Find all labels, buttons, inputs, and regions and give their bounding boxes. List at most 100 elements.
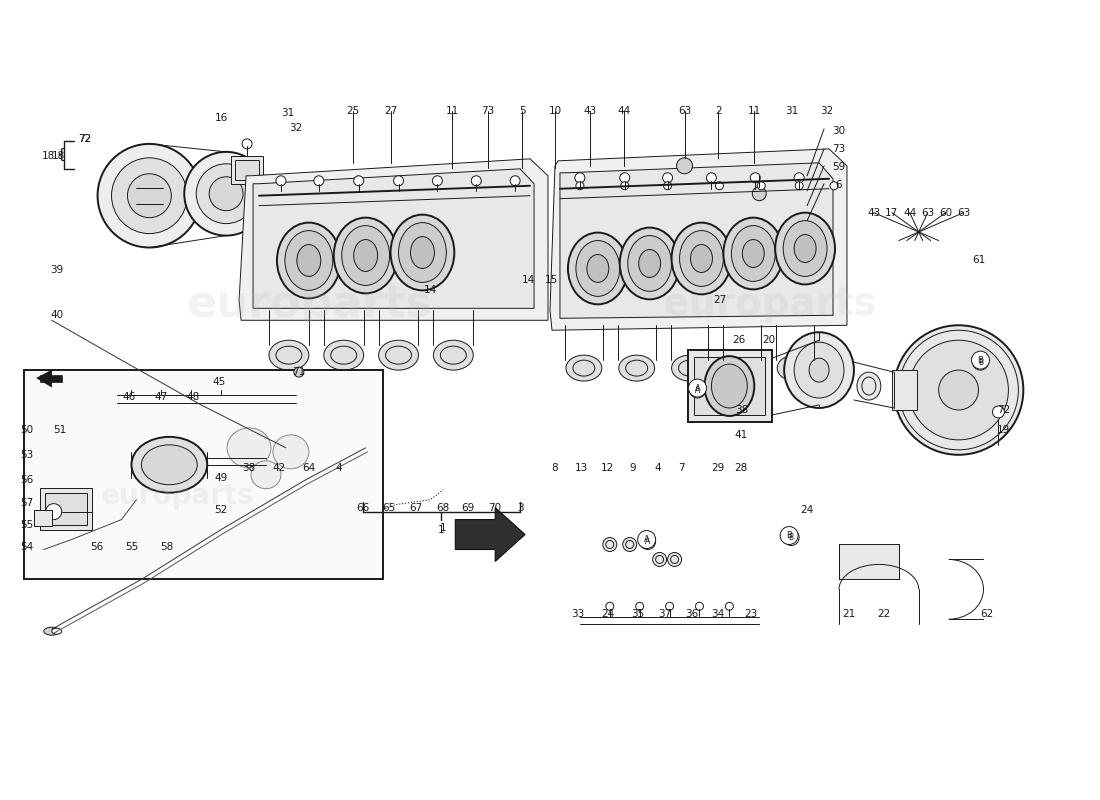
Text: 27: 27 xyxy=(713,295,726,306)
Ellipse shape xyxy=(724,218,783,290)
Ellipse shape xyxy=(712,364,747,408)
Ellipse shape xyxy=(390,214,454,290)
Ellipse shape xyxy=(111,158,187,234)
Text: B: B xyxy=(789,533,794,542)
Text: 50: 50 xyxy=(20,425,33,435)
Ellipse shape xyxy=(636,602,644,610)
Ellipse shape xyxy=(757,182,766,190)
Text: 68: 68 xyxy=(436,502,449,513)
Ellipse shape xyxy=(776,213,835,285)
Text: 42: 42 xyxy=(273,462,286,473)
Ellipse shape xyxy=(857,372,881,400)
Ellipse shape xyxy=(576,241,619,296)
Ellipse shape xyxy=(128,174,172,218)
Text: 58: 58 xyxy=(160,542,173,553)
FancyBboxPatch shape xyxy=(34,510,52,526)
Ellipse shape xyxy=(725,602,734,610)
Ellipse shape xyxy=(695,602,704,610)
Ellipse shape xyxy=(783,221,827,277)
Ellipse shape xyxy=(314,176,323,186)
Text: 73: 73 xyxy=(833,144,846,154)
Ellipse shape xyxy=(378,340,418,370)
Polygon shape xyxy=(239,159,548,320)
Text: 47: 47 xyxy=(155,392,168,402)
Text: 55: 55 xyxy=(20,519,33,530)
Text: 37: 37 xyxy=(658,610,671,619)
Text: 56: 56 xyxy=(20,474,33,485)
Text: 3: 3 xyxy=(517,502,524,513)
Text: A: A xyxy=(644,535,649,544)
Text: 14: 14 xyxy=(424,286,437,295)
Text: europarts: europarts xyxy=(100,482,254,510)
Ellipse shape xyxy=(663,182,672,190)
Ellipse shape xyxy=(44,627,59,635)
Text: B: B xyxy=(786,531,792,540)
Text: 64: 64 xyxy=(302,462,316,473)
Ellipse shape xyxy=(294,367,304,377)
Text: 28: 28 xyxy=(735,462,748,473)
Ellipse shape xyxy=(619,228,680,299)
Text: 6: 6 xyxy=(836,180,843,190)
Ellipse shape xyxy=(742,239,764,267)
Text: 19: 19 xyxy=(997,425,1010,435)
Ellipse shape xyxy=(780,526,799,545)
FancyBboxPatch shape xyxy=(45,493,87,525)
Text: 22: 22 xyxy=(877,610,891,619)
Text: 1: 1 xyxy=(438,525,444,534)
Ellipse shape xyxy=(794,342,844,398)
Text: 24: 24 xyxy=(602,610,615,619)
Ellipse shape xyxy=(321,466,331,477)
Ellipse shape xyxy=(784,332,854,408)
Ellipse shape xyxy=(394,176,404,186)
Text: 43: 43 xyxy=(583,106,596,116)
Ellipse shape xyxy=(752,186,767,201)
Ellipse shape xyxy=(830,182,838,190)
Ellipse shape xyxy=(52,628,62,634)
Text: 72: 72 xyxy=(997,405,1010,415)
Ellipse shape xyxy=(638,530,656,549)
FancyBboxPatch shape xyxy=(839,545,899,579)
FancyBboxPatch shape xyxy=(688,350,772,422)
Ellipse shape xyxy=(46,504,62,519)
Text: 12: 12 xyxy=(602,462,615,473)
Ellipse shape xyxy=(196,164,256,224)
Ellipse shape xyxy=(276,176,286,186)
Text: A: A xyxy=(645,537,650,546)
Text: 32: 32 xyxy=(289,123,302,133)
Ellipse shape xyxy=(242,139,252,149)
Ellipse shape xyxy=(587,254,608,282)
Text: 60: 60 xyxy=(939,208,953,218)
Ellipse shape xyxy=(725,355,760,381)
Text: 65: 65 xyxy=(382,502,395,513)
Text: 27: 27 xyxy=(384,106,397,116)
Text: 8: 8 xyxy=(552,462,559,473)
Polygon shape xyxy=(455,508,525,562)
Text: 2: 2 xyxy=(715,106,722,116)
Text: 17: 17 xyxy=(886,208,899,218)
Ellipse shape xyxy=(972,354,989,370)
Text: 21: 21 xyxy=(843,610,856,619)
Text: 4: 4 xyxy=(654,462,661,473)
Ellipse shape xyxy=(251,461,280,489)
Text: 25: 25 xyxy=(346,106,360,116)
Text: 55: 55 xyxy=(124,542,139,553)
Ellipse shape xyxy=(297,245,321,277)
Ellipse shape xyxy=(606,602,614,610)
Ellipse shape xyxy=(628,235,672,291)
FancyBboxPatch shape xyxy=(40,488,91,530)
Ellipse shape xyxy=(894,326,1023,455)
FancyBboxPatch shape xyxy=(24,370,383,579)
Ellipse shape xyxy=(672,222,732,294)
Text: B: B xyxy=(978,356,983,365)
Ellipse shape xyxy=(98,144,201,247)
Ellipse shape xyxy=(783,530,799,546)
Ellipse shape xyxy=(576,182,584,190)
Ellipse shape xyxy=(471,176,481,186)
Text: 46: 46 xyxy=(123,392,136,402)
Text: 11: 11 xyxy=(446,106,459,116)
Text: 48: 48 xyxy=(187,392,200,402)
Text: 1: 1 xyxy=(440,522,447,533)
Ellipse shape xyxy=(619,173,629,182)
Text: 18: 18 xyxy=(42,151,55,161)
Text: A: A xyxy=(694,383,701,393)
